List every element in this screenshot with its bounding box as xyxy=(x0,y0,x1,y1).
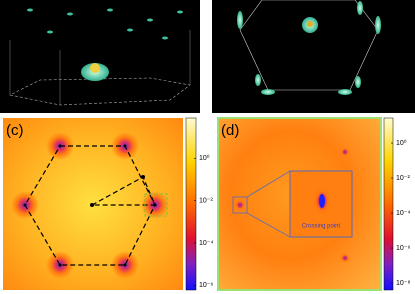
tick-label: 10⁰ xyxy=(396,139,407,147)
panel-d: Crossing point (d) 10⁰ 10⁻² 10⁻⁴ 10⁻⁶ 10⁻⁸ xyxy=(217,117,411,291)
colorbar-ticks: 10⁰ 10⁻² 10⁻⁴ 10⁻⁶ 10⁻⁸ xyxy=(391,139,411,287)
tick-label: 10⁻² xyxy=(199,197,213,204)
tick-label: 10⁻⁸ xyxy=(396,280,410,287)
panel-c: (c) 10⁰ 10⁻² 10⁻⁴ 10⁻⁶ xyxy=(3,117,214,291)
tick-label: 10⁻² xyxy=(396,175,410,182)
tick-label: 10⁻⁴ xyxy=(199,240,214,247)
panel-b xyxy=(212,0,415,113)
tick-label: 10⁻⁴ xyxy=(396,210,411,217)
tick-label: 10⁻⁶ xyxy=(396,245,410,252)
tick-label: 10⁻⁶ xyxy=(199,282,213,289)
colorbar-ticks: 10⁰ 10⁻² 10⁻⁴ 10⁻⁶ xyxy=(194,154,214,289)
panel-label: (c) xyxy=(6,122,24,139)
tick-label: 10⁰ xyxy=(199,154,210,162)
annotation: Crossing point xyxy=(302,224,341,230)
panel-label: (d) xyxy=(221,122,239,139)
panel-a xyxy=(0,0,200,113)
